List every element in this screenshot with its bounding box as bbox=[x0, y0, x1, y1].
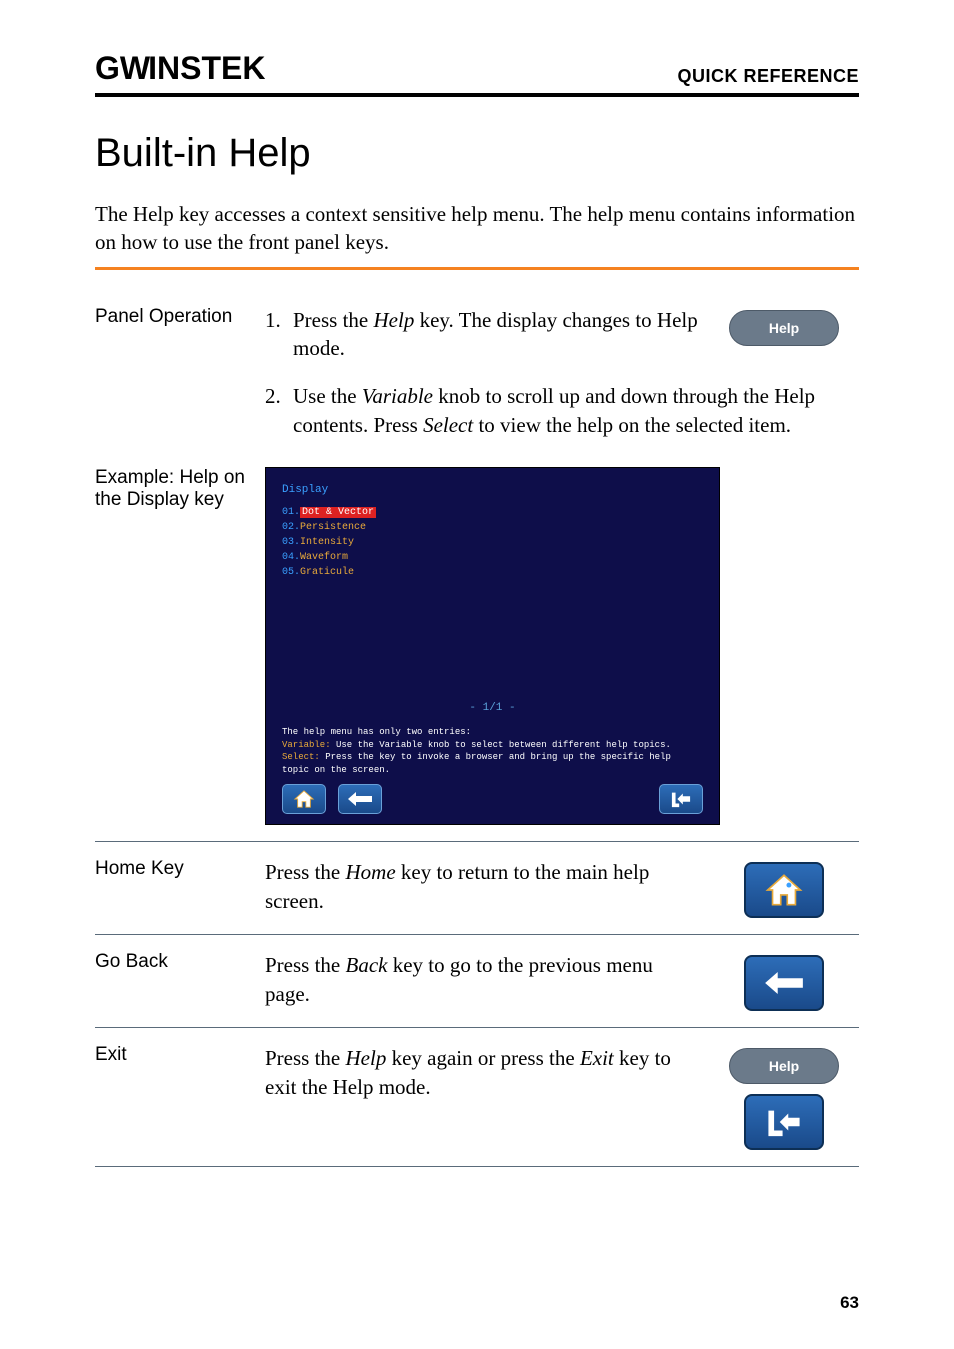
divider bbox=[95, 934, 859, 935]
key-name: Help bbox=[346, 1046, 387, 1070]
divider bbox=[95, 1166, 859, 1167]
footer-line: Select: Press the key to invoke a browse… bbox=[282, 751, 703, 776]
step-1-desc: 1. Press the Help key. The display chang… bbox=[265, 306, 709, 363]
panel-operation-row-1: Panel Operation 1. Press the Help key. T… bbox=[95, 296, 859, 373]
text-fragment: to view the help on the selected item. bbox=[473, 413, 791, 437]
page-title: Built-in Help bbox=[95, 131, 859, 176]
step-text: Use the Variable knob to scroll up and d… bbox=[293, 382, 859, 439]
home-key-row: Home Key Press the Home key to return to… bbox=[95, 848, 859, 928]
exit-softkey[interactable] bbox=[744, 1094, 824, 1150]
key-name: Exit bbox=[580, 1046, 614, 1070]
screen-button-row bbox=[282, 784, 703, 814]
screen-footer: The help menu has only two entries: Vari… bbox=[282, 726, 703, 776]
divider bbox=[95, 1027, 859, 1028]
screen-item: 05.Graticule bbox=[282, 565, 703, 580]
screen-item: 03.Intensity bbox=[282, 535, 703, 550]
panel-operation-label: Panel Operation bbox=[95, 306, 265, 328]
panel-operation-row-2: 2. Use the Variable knob to scroll up an… bbox=[95, 372, 859, 449]
back-icon bbox=[762, 972, 806, 994]
back-softkey[interactable] bbox=[744, 955, 824, 1011]
help-screen-mock: Display 01.Dot & Vector02.Persistence03.… bbox=[265, 467, 720, 825]
example-row: Example: Help on the Display key Display… bbox=[95, 449, 859, 835]
row-text: Press the Back key to go to the previous… bbox=[265, 951, 709, 1008]
screenshot-wrapper: Display 01.Dot & Vector02.Persistence03.… bbox=[265, 467, 859, 825]
row-label: Exit bbox=[95, 1044, 265, 1066]
row-label: Home Key bbox=[95, 858, 265, 880]
intro-paragraph: The Help key accesses a context sensitiv… bbox=[95, 200, 859, 257]
screen-item-list: 01.Dot & Vector02.Persistence03.Intensit… bbox=[282, 505, 703, 580]
row-desc: Press the Home key to return to the main… bbox=[265, 858, 709, 915]
icon-column: Help bbox=[709, 1044, 859, 1150]
example-label: Example: Help on the Display key bbox=[95, 467, 265, 511]
home-icon[interactable] bbox=[282, 784, 326, 814]
icon-column bbox=[709, 858, 859, 918]
page-header: GWINSTEK QUICK REFERENCE bbox=[95, 50, 859, 97]
key-name: Select bbox=[423, 413, 473, 437]
footer-text: Use the Variable knob to select between … bbox=[331, 740, 671, 750]
screen-item: 01.Dot & Vector bbox=[282, 505, 703, 520]
key-name: Variable bbox=[362, 384, 433, 408]
text-fragment: Press the bbox=[265, 953, 346, 977]
step-text: Press the Help key. The display changes … bbox=[293, 306, 709, 363]
step-2-desc: 2. Use the Variable knob to scroll up an… bbox=[265, 382, 859, 439]
row-desc: Press the Back key to go to the previous… bbox=[265, 951, 709, 1008]
text-fragment: Use the bbox=[293, 384, 362, 408]
section-label: QUICK REFERENCE bbox=[677, 66, 859, 87]
text-fragment: key again or press the bbox=[386, 1046, 580, 1070]
footer-text: Press the key to invoke a browser and br… bbox=[282, 752, 671, 775]
icon-column bbox=[709, 951, 859, 1011]
key-name: Home bbox=[346, 860, 396, 884]
go-back-row: Go Back Press the Back key to go to the … bbox=[95, 941, 859, 1021]
screen-title: Display bbox=[282, 482, 703, 499]
row-label: Go Back bbox=[95, 951, 265, 973]
help-key-button[interactable]: Help bbox=[729, 310, 839, 346]
home-icon bbox=[764, 872, 804, 908]
text-fragment: Press the bbox=[265, 860, 346, 884]
divider-orange bbox=[95, 267, 859, 270]
row-text: Press the Help key again or press the Ex… bbox=[265, 1044, 709, 1101]
exit-icon bbox=[764, 1105, 804, 1139]
footer-key: Select: bbox=[282, 752, 320, 762]
footer-line: The help menu has only two entries: bbox=[282, 726, 703, 739]
text-fragment: Press the bbox=[293, 308, 374, 332]
page-indicator: - 1/1 - bbox=[282, 700, 703, 717]
exit-icon[interactable] bbox=[659, 784, 703, 814]
row-text: Press the Home key to return to the main… bbox=[265, 858, 709, 915]
brand-logo: GWINSTEK bbox=[95, 50, 265, 87]
exit-row: Exit Press the Help key again or press t… bbox=[95, 1034, 859, 1160]
footer-line: Variable: Use the Variable knob to selec… bbox=[282, 739, 703, 752]
text-fragment: Press the bbox=[265, 1046, 346, 1070]
help-key-button[interactable]: Help bbox=[729, 1048, 839, 1084]
footer-key: Variable: bbox=[282, 740, 331, 750]
step-number: 1. bbox=[265, 306, 293, 363]
step-number: 2. bbox=[265, 382, 293, 439]
home-softkey[interactable] bbox=[744, 862, 824, 918]
key-name: Back bbox=[346, 953, 388, 977]
screen-item: 02.Persistence bbox=[282, 520, 703, 535]
page-number: 63 bbox=[840, 1293, 859, 1313]
back-icon[interactable] bbox=[338, 784, 382, 814]
icon-column: Help bbox=[709, 306, 859, 346]
key-name: Help bbox=[374, 308, 415, 332]
row-desc: Press the Help key again or press the Ex… bbox=[265, 1044, 709, 1101]
screen-item: 04.Waveform bbox=[282, 550, 703, 565]
divider bbox=[95, 841, 859, 842]
